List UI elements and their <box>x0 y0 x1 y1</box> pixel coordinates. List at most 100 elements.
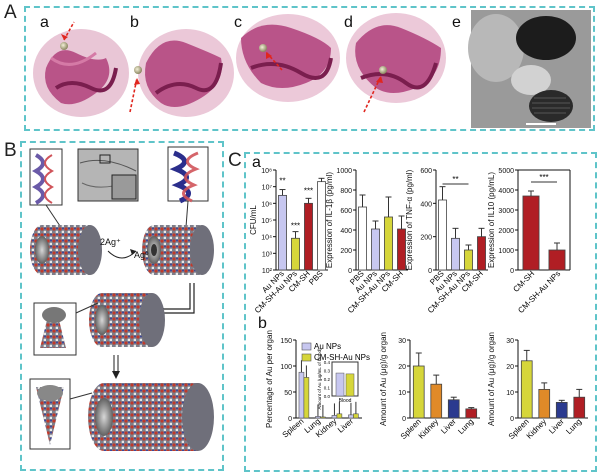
arrow-d <box>363 75 382 113</box>
x-tick-label: Liver <box>439 417 458 436</box>
y-tick-label: 30 <box>398 338 406 345</box>
bar-cm-sh-au-nps <box>291 237 300 271</box>
y-tick-label: 10² <box>262 268 273 275</box>
y-tick-label: 0 <box>402 416 406 423</box>
bar-cm-sh <box>304 202 313 271</box>
nanotube-middle <box>89 293 165 347</box>
y-axis-label: CFU/mL <box>249 205 258 235</box>
panel-a-sub-e: e <box>452 14 461 31</box>
inset-y-tick-label: 0.3 <box>324 369 331 374</box>
panel-c-frame <box>244 152 597 472</box>
y-tick-label: 10⁸ <box>261 168 272 175</box>
x-tick-label: PBS <box>307 269 325 287</box>
y-tick-label: 1000 <box>498 248 514 255</box>
y-tick-label: 600 <box>340 208 352 215</box>
bar-kidney <box>430 383 443 419</box>
panel-a-sub-a: a <box>40 14 49 31</box>
y-tick-label: 2000 <box>498 228 514 235</box>
bar-pbs <box>358 206 367 271</box>
y-tick-label: 0 <box>510 416 514 423</box>
panel-a-letter: A <box>4 2 17 23</box>
bar-lung <box>573 396 586 419</box>
y-tick-label: 10³ <box>262 251 273 258</box>
panel-a-sub-c: c <box>234 14 242 31</box>
inset-y-tick-label: 0.0 <box>324 394 331 399</box>
reaction-reactant: 2Ag⁺ <box>100 237 121 247</box>
panel-a-sub-d: d <box>344 14 353 31</box>
significance-stars: *** <box>304 186 313 195</box>
y-tick-label: 0 <box>348 268 352 275</box>
panel-b-frame <box>20 141 224 471</box>
y-tick-label: 0 <box>428 268 432 275</box>
x-tick-label: Kidney <box>525 417 549 441</box>
legend-swatch <box>301 342 312 351</box>
x-tick-label: Kidney <box>417 417 441 441</box>
y-tick-label: 10⁷ <box>262 185 273 192</box>
bar-liver <box>447 399 460 419</box>
bar-lung-1 <box>320 416 326 419</box>
bar-cm-sh <box>522 195 540 271</box>
y-tick-label: 10 <box>506 390 514 397</box>
legend-swatch <box>301 353 312 362</box>
significance-stars: *** <box>291 221 300 230</box>
bar-kidney-1 <box>336 413 343 419</box>
tem-micrograph-e <box>468 10 591 128</box>
reaction-product: Ag⁰ <box>134 250 149 260</box>
bar-cm-sh-au-nps <box>384 216 393 271</box>
bar-liver <box>555 401 568 419</box>
protein-structure-d <box>346 13 446 103</box>
inset-y-tick-label: 0.2 <box>324 377 331 382</box>
panel-c-sub-b: b <box>258 315 267 332</box>
y-tick-label: 10⁵ <box>261 218 272 225</box>
bar-cm-sh <box>477 236 486 271</box>
significance-stars: ** <box>279 176 285 185</box>
arrow-a <box>63 21 75 41</box>
bar-au-nps <box>451 237 460 271</box>
legend-label: CM-SH-Au NPs <box>314 353 370 362</box>
panel-c-letter: C <box>228 150 242 171</box>
x-tick-label: Lung <box>456 417 475 436</box>
y-axis-label: Amount of Au (μg)/g organ <box>487 332 496 426</box>
panel-a-sub-b: b <box>130 14 139 31</box>
y-tick-label: 30 <box>506 338 514 345</box>
nanotube-bottom <box>88 383 214 451</box>
y-tick-label: 400 <box>420 201 432 208</box>
y-tick-label: 50 <box>284 390 292 397</box>
x-tick-label: Liver <box>547 417 566 436</box>
y-tick-label: 800 <box>340 188 352 195</box>
y-tick-label: 3000 <box>498 208 514 215</box>
y-axis-label: Expression of IL-1β (pg/ml) <box>325 172 334 269</box>
significance-stars: *** <box>539 173 548 182</box>
y-axis-label: Expression of TNF-α (pg/ml) <box>405 169 414 270</box>
panel-b-illustration <box>29 146 214 451</box>
y-tick-label: 10⁴ <box>261 235 272 242</box>
y-axis-label: Amount of Au (μg)/g organ <box>379 332 388 426</box>
inset-x-label: Blood <box>339 398 352 404</box>
y-tick-label: 4000 <box>498 188 514 195</box>
nanotube-top-left <box>30 225 102 275</box>
x-tick-label: Liver <box>336 416 355 434</box>
bar-au-nps <box>278 194 287 271</box>
y-tick-label: 400 <box>340 228 352 235</box>
y-tick-label: 20 <box>506 364 514 371</box>
y-tick-label: 0 <box>288 416 292 423</box>
bar-spleen-0 <box>298 371 305 419</box>
bar-liver-1 <box>353 413 359 419</box>
y-tick-label: 100 <box>280 364 292 371</box>
y-tick-label: 600 <box>420 168 432 175</box>
panel-c-sub-a: a <box>252 154 261 171</box>
panel-a-images <box>33 10 591 128</box>
bar-spleen <box>412 365 425 419</box>
bar-au-nps <box>371 228 380 271</box>
y-tick-label: 10 <box>398 390 406 397</box>
y-axis-label: Percentage of Au per organ <box>265 330 274 428</box>
x-tick-label: CM-SH <box>511 269 536 294</box>
panel-b-letter: B <box>4 140 17 161</box>
nanotube-top-right <box>142 225 214 275</box>
